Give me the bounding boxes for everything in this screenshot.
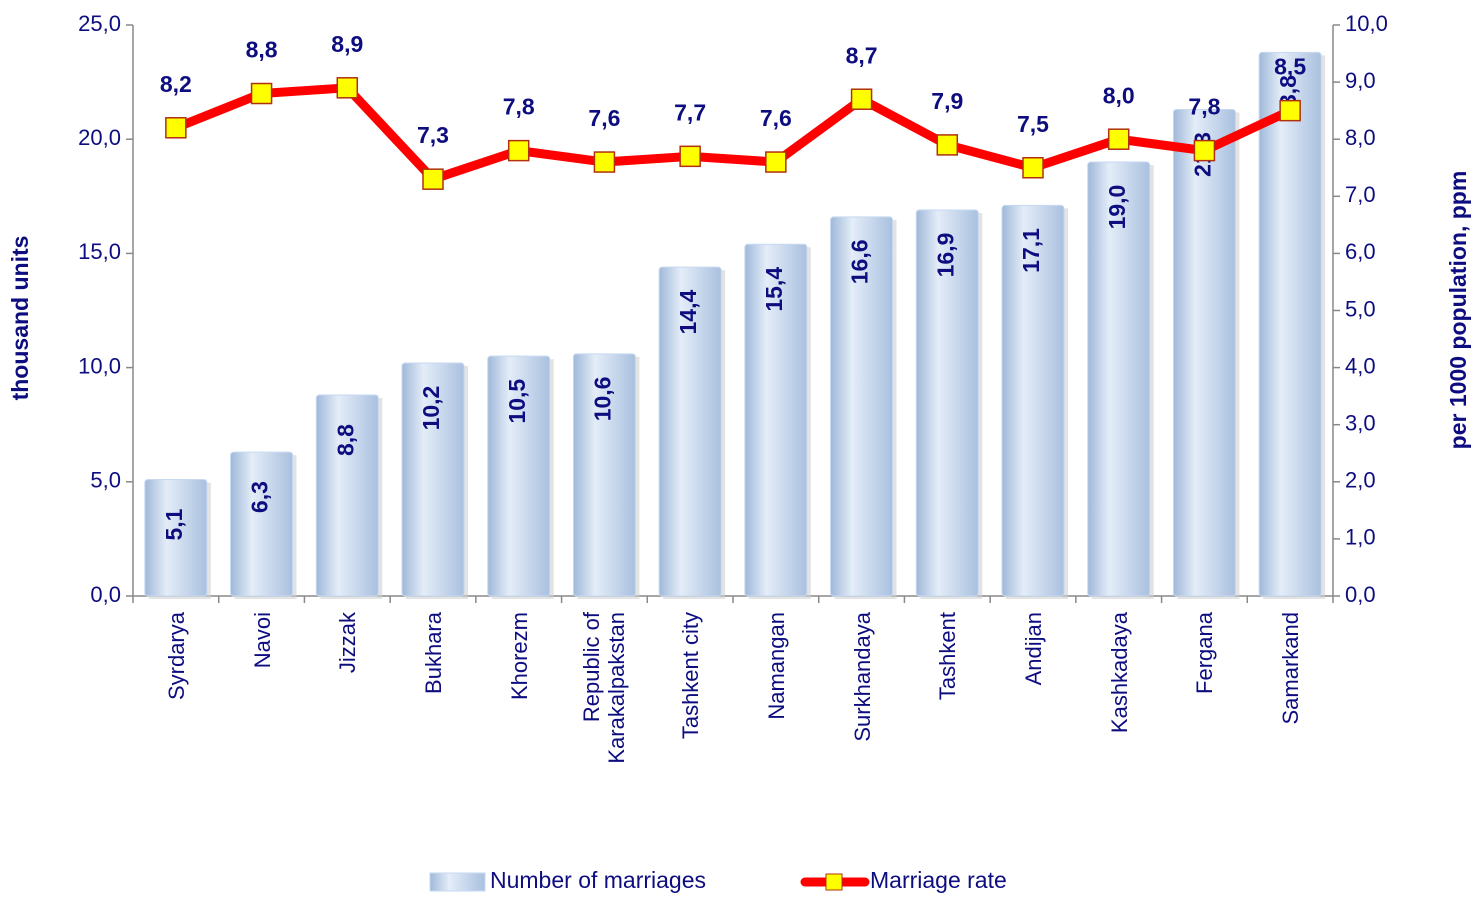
y2-tick-label: 8,0 (1345, 125, 1376, 150)
bar-value-label: 15,4 (761, 267, 787, 312)
rate-value-label: 8,7 (846, 42, 878, 68)
y2-tick-label: 5,0 (1345, 296, 1376, 321)
legend-swatch-bars (429, 872, 486, 892)
legend-label: Marriage rate (870, 867, 1007, 893)
x-tick-label: Bukhara (420, 612, 446, 694)
rate-marker (336, 77, 359, 99)
rate-marker (850, 88, 873, 110)
rate-marker (679, 145, 701, 168)
rate-value-label: 8,9 (331, 31, 363, 57)
x-tick-label: Tashkent (934, 612, 960, 701)
rate-value-label: 7,8 (1188, 94, 1220, 120)
x-tick-label: Fergana (1191, 612, 1217, 694)
x-tick-label: Kashkadaya (1106, 612, 1132, 734)
y2-tick-label: 0,0 (1345, 582, 1376, 607)
rate-marker (507, 139, 530, 162)
y2-axis-title: per 1000 population, ppm (1445, 171, 1471, 450)
y2-tick-label: 6,0 (1345, 239, 1376, 264)
bar-value-label: 10,5 (504, 379, 530, 424)
rate-marker (165, 117, 187, 139)
y-tick-label: 20,0 (78, 125, 121, 150)
bar (1258, 51, 1322, 597)
bar-value-label: 8,8 (332, 424, 358, 456)
bar-value-label: 5,1 (161, 508, 187, 540)
bar (230, 451, 294, 597)
y-tick-label: 10,0 (78, 353, 121, 378)
x-tick-label: Tashkent city (677, 612, 703, 740)
bar (915, 209, 979, 597)
y-tick-label: 15,0 (78, 239, 121, 264)
bar-value-label: 17,1 (1018, 228, 1044, 273)
bar-value-label: 6,3 (247, 481, 273, 513)
rate-marker (1022, 157, 1044, 179)
y2-tick-label: 10,0 (1345, 11, 1388, 36)
bar (744, 243, 808, 597)
x-tick-label: Jizzak (334, 612, 360, 674)
rate-value-label: 8,5 (1274, 54, 1306, 80)
bar (144, 479, 208, 597)
legend-label: Number of marriages (490, 867, 706, 893)
rate-value-label: 7,9 (931, 88, 963, 114)
rate-value-label: 7,3 (417, 122, 449, 148)
bar (830, 216, 894, 597)
x-tick-label: Surkhandaya (849, 612, 875, 742)
bar-value-label: 14,4 (675, 290, 701, 335)
y2-tick-label: 1,0 (1345, 525, 1376, 550)
x-tick-label: Khorezm (506, 612, 532, 701)
y-axis-title: thousand units (7, 236, 33, 401)
bar-value-label: 10,2 (418, 386, 444, 431)
rate-value-label: 7,5 (1017, 111, 1049, 137)
bar-value-label: 16,9 (932, 233, 958, 278)
y2-tick-label: 3,0 (1345, 411, 1376, 436)
x-tick-label: Syrdarya (163, 612, 189, 701)
bar-value-label: 10,6 (590, 377, 616, 422)
bar (401, 362, 465, 597)
rate-value-label: 7,6 (760, 105, 792, 131)
bar (1172, 109, 1236, 597)
rate-value-label: 8,0 (1103, 82, 1135, 108)
bar (1001, 204, 1065, 597)
rate-marker (250, 82, 273, 105)
rate-marker (422, 168, 444, 190)
bar (487, 355, 551, 597)
x-tick-label: Republic of Karakalpakstan (579, 612, 630, 764)
y-tick-label: 5,0 (90, 468, 121, 493)
bar (572, 353, 636, 597)
rate-line (174, 83, 1293, 184)
y-tick-label: 0,0 (90, 582, 121, 607)
rate-value-label: 7,6 (588, 105, 620, 131)
rate-marker (936, 134, 959, 156)
x-tick-label: Navoi (249, 612, 275, 669)
bar-value-label: 16,6 (847, 239, 873, 284)
bar-value-label: 19,0 (1104, 185, 1130, 230)
rate-value-label: 7,8 (503, 94, 535, 120)
rate-marker (765, 151, 787, 173)
y2-tick-label: 9,0 (1345, 68, 1376, 93)
rate-value-label: 8,8 (246, 37, 278, 63)
y2-tick-label: 4,0 (1345, 353, 1376, 378)
bar (315, 394, 379, 597)
rate-value-label: 7,7 (674, 99, 706, 125)
bar (658, 266, 722, 597)
rate-value-label: 8,2 (160, 71, 192, 97)
bar (1087, 161, 1151, 597)
x-tick-label: Namangan (763, 612, 789, 720)
rate-marker (1107, 128, 1130, 150)
y2-tick-label: 2,0 (1345, 468, 1376, 493)
rate-marker (593, 151, 616, 173)
rate-marker (1193, 139, 1216, 162)
y-tick-label: 25,0 (78, 11, 121, 36)
rate-marker (1279, 99, 1301, 122)
x-tick-label: Samarkand (1277, 612, 1303, 725)
legend-swatch-marker (825, 873, 843, 891)
x-tick-label: Andijan (1020, 612, 1046, 686)
y2-tick-label: 7,0 (1345, 182, 1376, 207)
